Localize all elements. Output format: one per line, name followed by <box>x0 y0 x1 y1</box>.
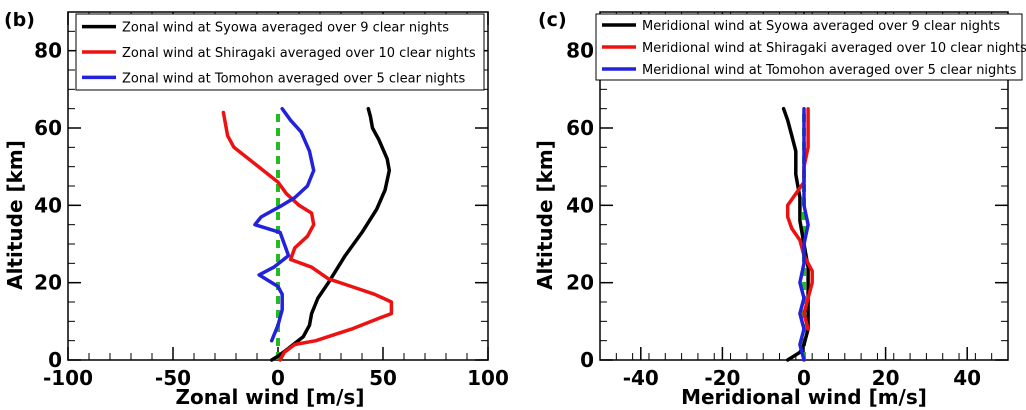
series-line-1 <box>221 110 394 362</box>
y-tick-label: 40 <box>566 193 594 217</box>
x-tick-label: 50 <box>369 366 397 390</box>
y-tick-label: 20 <box>34 271 62 295</box>
x-tick-label: 40 <box>953 366 981 390</box>
legend: Zonal wind at Syowa averaged over 9 clea… <box>75 13 485 91</box>
y-tick-label: 40 <box>34 193 62 217</box>
chart-panel-c: -40 -20 0 20 40 0 20 40 60 80 Meridional wind at S… <box>533 9 1026 409</box>
y-axis-label: Altitude [km] <box>533 140 557 290</box>
legend-entry: Zonal wind at Shiragaki averaged over 10… <box>122 46 476 61</box>
y-tick-label: 20 <box>566 271 594 295</box>
legend-entry: Zonal wind at Syowa averaged over 9 clea… <box>122 21 449 36</box>
series-line-0 <box>269 106 392 362</box>
x-tick-label: -100 <box>43 366 93 390</box>
x-tick-label: 20 <box>872 366 900 390</box>
chart-panel-b: -100 -50 0 50 100 0 20 40 60 80 Zonal wind at Syow… <box>3 9 509 409</box>
x-tick-label: -20 <box>704 366 740 390</box>
x-axis-label: Meridional wind [m/s] <box>681 385 927 409</box>
legend-box <box>75 13 485 91</box>
panel-label: (b) <box>4 9 35 31</box>
panel-label: (c) <box>538 9 567 31</box>
x-tick-label: 100 <box>467 366 509 390</box>
legend-entry: Meridional wind at Tomohon averaged over… <box>642 63 1017 78</box>
series-line-2 <box>253 106 316 343</box>
y-axis-label: Altitude [km] <box>3 140 27 290</box>
x-tick-label: 0 <box>271 366 285 390</box>
y-tick-label: 0 <box>580 348 594 372</box>
series-line-1 <box>785 106 814 331</box>
y-tick-label: 80 <box>566 39 594 63</box>
y-tick-label: 0 <box>48 348 62 372</box>
x-axis-label: Zonal wind [m/s] <box>176 385 365 409</box>
series-line-2 <box>798 106 810 362</box>
legend-box <box>595 13 1023 81</box>
x-tick-label: -40 <box>623 366 659 390</box>
y-tick-label: 60 <box>34 116 62 140</box>
y-tick-label: 80 <box>34 39 62 63</box>
y-tick-label: 60 <box>566 116 594 140</box>
legend-entry: Meridional wind at Syowa averaged over 9… <box>642 19 1000 34</box>
legend: Meridional wind at Syowa averaged over 9… <box>595 13 1026 81</box>
legend-entry: Meridional wind at Shiragaki averaged ov… <box>642 41 1026 56</box>
x-tick-label: 0 <box>797 366 811 390</box>
legend-entry: Zonal wind at Tomohon averaged over 5 cl… <box>122 71 466 86</box>
x-tick-label: -50 <box>155 366 191 390</box>
